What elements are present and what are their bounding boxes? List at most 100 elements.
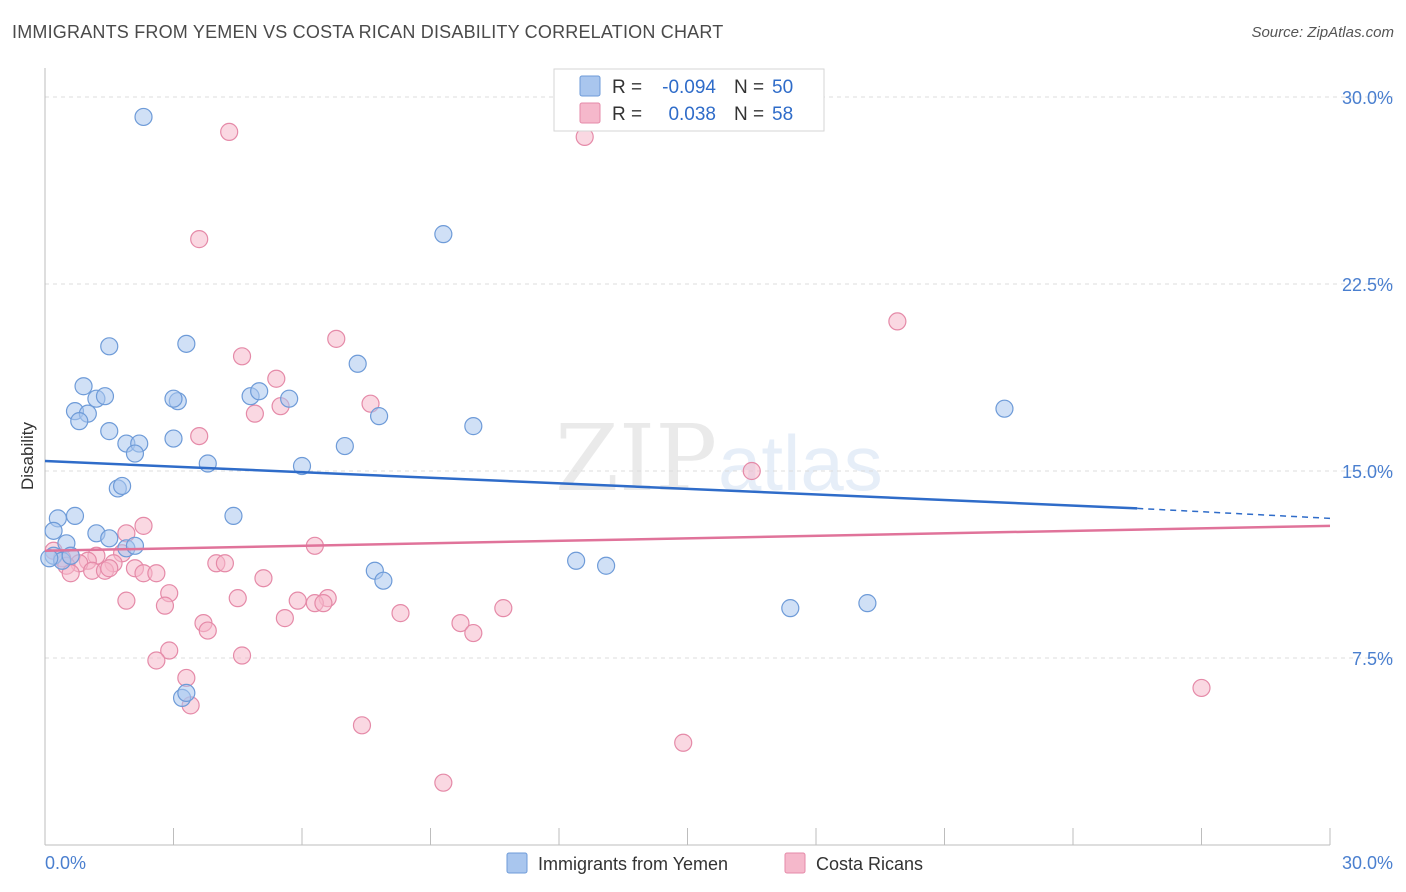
yemen-point-7 — [95, 387, 115, 406]
legend-r-label-yemen: R = — [612, 77, 642, 98]
legend-r-value-yemen: -0.094 — [662, 77, 716, 98]
costa-ricans-point-43 — [275, 609, 294, 628]
yemen-point-32 — [44, 521, 63, 540]
yemen-point-45 — [374, 571, 393, 590]
costa-ricans-point-48 — [160, 641, 179, 660]
bottom-legend-swatch-costa-ricans — [784, 852, 806, 874]
yemen-point-4 — [348, 354, 367, 373]
yemen-trend-line-extension — [1137, 507, 1331, 520]
yemen-point-46 — [781, 599, 800, 618]
costa-ricans-point-36 — [117, 591, 136, 610]
watermark-zip: ZIP — [555, 405, 717, 512]
costa-ricans-point-47 — [464, 623, 483, 643]
yemen-point-3 — [177, 334, 196, 353]
yemen-point-41 — [40, 549, 59, 568]
bottom-legend-swatch-yemen — [506, 852, 528, 874]
series-legend: Immigrants from Yemen Costa Ricans — [506, 852, 923, 874]
y-tick-labels: 7.5% 15.0% 22.5% 30.0% — [1342, 88, 1393, 669]
y-tick-label-2: 22.5% — [1342, 275, 1393, 295]
yemen-point-37 — [125, 536, 145, 555]
costa-ricans-point-52 — [1192, 678, 1211, 698]
costa-ricans-point-2 — [888, 312, 907, 331]
yemen-point-15 — [70, 412, 89, 431]
x-tick-label-min: 0.0% — [45, 853, 86, 873]
bottom-legend-label-costa-ricans: Costa Ricans — [816, 854, 923, 874]
costa-ricans-point-10 — [742, 461, 761, 481]
costa-ricans-point-8 — [245, 404, 264, 423]
costa-ricans-point-55 — [674, 733, 693, 752]
costa-ricans-point-54 — [352, 716, 372, 735]
y-tick-label-1: 15.0% — [1342, 462, 1393, 482]
costa-ricans-point-5 — [267, 369, 286, 388]
yemen-point-11 — [250, 382, 269, 401]
legend-swatch-yemen — [579, 75, 601, 97]
correlation-legend: R = -0.094 N = 50 R = 0.038 N = 58 — [553, 68, 825, 132]
yemen-point-5 — [74, 377, 93, 396]
legend-n-value-costa-ricans: 58 — [772, 104, 793, 125]
legend-r-value-costa-ricans: 0.038 — [668, 104, 716, 125]
yemen-point-17 — [464, 417, 483, 436]
watermark: ZIP atlas — [555, 405, 883, 512]
x-tick-label-max: 30.0% — [1342, 853, 1393, 873]
costa-ricans-point-3 — [327, 329, 346, 348]
costa-ricans-point-34 — [228, 589, 247, 608]
costa-ricans-point-49 — [232, 646, 252, 665]
costa-ricans-points — [44, 122, 1211, 792]
costa-ricans-point-32 — [254, 569, 273, 588]
yemen-trend-line — [44, 459, 1138, 510]
costa-ricans-point-11 — [134, 516, 153, 535]
yemen-point-35 — [100, 529, 119, 548]
costa-ricans-trend-line — [44, 524, 1331, 553]
yemen-point-24 — [125, 444, 145, 463]
costa-ricans-point-27 — [100, 559, 119, 578]
yemen-point-30 — [65, 506, 85, 525]
costa-ricans-point-50 — [147, 651, 166, 670]
legend-n-value-yemen: 50 — [772, 77, 793, 98]
yemen-point-18 — [995, 399, 1014, 418]
yemen-point-9 — [164, 389, 183, 408]
yemen-point-0 — [134, 107, 153, 127]
costa-ricans-point-42 — [494, 599, 513, 618]
costa-ricans-point-7 — [361, 394, 380, 413]
yemen-point-1 — [434, 225, 453, 244]
legend-n-label-costa-ricans: N = — [734, 104, 764, 125]
costa-ricans-point-56 — [434, 773, 453, 792]
costa-ricans-point-41 — [391, 604, 410, 623]
yemen-point-42 — [567, 551, 586, 570]
costa-ricans-point-0 — [220, 122, 239, 142]
yemen-point-23 — [335, 436, 354, 456]
source-label: Source: ZipAtlas.com — [1251, 24, 1394, 41]
costa-ricans-point-45 — [451, 613, 470, 633]
yemen-point-31 — [224, 506, 243, 525]
costa-ricans-point-1 — [190, 230, 209, 249]
bottom-legend-label-yemen: Immigrants from Yemen — [538, 854, 728, 874]
costa-ricans-point-9 — [190, 426, 209, 446]
yemen-point-47 — [858, 594, 877, 613]
yemen-point-28 — [112, 476, 132, 496]
costa-ricans-point-40 — [314, 594, 333, 613]
yemen-point-12 — [280, 389, 299, 408]
costa-ricans-point-38 — [288, 591, 307, 610]
x-ticks — [44, 828, 1331, 845]
legend-n-label-yemen: N = — [734, 77, 764, 98]
y-axis-label: Disability — [18, 421, 37, 490]
legend-swatch-costa-ricans — [579, 102, 601, 124]
yemen-point-49 — [177, 683, 196, 703]
yemen-points — [40, 107, 1014, 707]
costa-ricans-point-4 — [232, 347, 252, 366]
costa-ricans-point-23 — [215, 554, 234, 573]
costa-ricans-point-31 — [147, 564, 166, 583]
yemen-point-22 — [164, 429, 183, 448]
yemen-point-26 — [292, 456, 312, 476]
gridlines — [45, 96, 1393, 659]
legend-r-label-costa-ricans: R = — [612, 104, 642, 125]
trend-lines — [44, 459, 1331, 553]
yemen-point-43 — [597, 556, 616, 575]
costa-ricans-point-37 — [155, 596, 175, 615]
chart-title: IMMIGRANTS FROM YEMEN VS COSTA RICAN DIS… — [12, 22, 724, 42]
yemen-point-16 — [370, 407, 389, 426]
yemen-point-2 — [100, 337, 119, 356]
yemen-point-19 — [100, 422, 119, 441]
y-tick-label-0: 7.5% — [1352, 649, 1393, 669]
